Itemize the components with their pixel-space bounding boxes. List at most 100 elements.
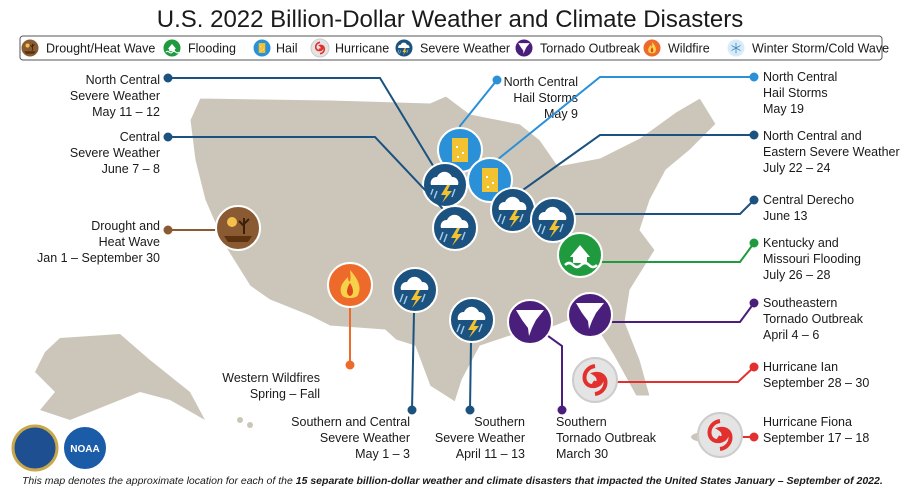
leader-dot	[345, 360, 355, 370]
swirl	[582, 364, 608, 396]
hail	[452, 138, 468, 162]
legend-label: Severe Weather	[420, 42, 510, 56]
callout-text: North Central	[763, 70, 837, 84]
house	[167, 43, 177, 52]
bolt	[509, 210, 520, 228]
callout-text: May 9	[544, 107, 578, 121]
bolt	[451, 228, 462, 246]
callout-text: Southern and Central	[291, 415, 410, 429]
callout-text: Western Wildfires	[222, 371, 320, 385]
callout-text: March 30	[556, 447, 608, 461]
ground	[224, 236, 252, 242]
callout-text: April 4 – 6	[763, 328, 819, 342]
cloud	[538, 206, 567, 220]
hawaii	[247, 422, 253, 428]
leader-dot	[163, 73, 173, 83]
callout-text: North Central	[86, 73, 160, 87]
rain	[397, 49, 409, 54]
callout-text: Severe Weather	[435, 431, 525, 445]
sun	[25, 43, 30, 48]
legend-label: Winter Storm/Cold Wave	[752, 42, 889, 56]
callout: Central Severe Weather June 7 – 8	[70, 130, 478, 251]
swirl	[314, 41, 326, 55]
callout-text: Eastern Severe Weather	[763, 145, 900, 159]
logos: NOAA	[11, 424, 108, 472]
callout: Kentucky and Missouri Flooding July 26 – 2…	[557, 232, 861, 282]
callout-text: Severe Weather	[70, 89, 160, 103]
callout-text: June 7 – 8	[102, 162, 160, 176]
bolt	[402, 48, 407, 56]
callout-text: Kentucky and	[763, 236, 839, 250]
callout-text: Southern	[556, 415, 607, 429]
tree	[238, 218, 250, 234]
hail-dots	[456, 146, 464, 158]
icon-circle	[310, 38, 330, 58]
leader-dot	[749, 432, 759, 442]
icon-circle	[572, 357, 618, 403]
legend-item: Flooding	[162, 38, 236, 58]
callout-text: Southern	[474, 415, 525, 429]
icon-circle	[697, 412, 743, 458]
callout-text: Spring – Fall	[250, 387, 320, 401]
callout-text: May 11 – 12	[92, 105, 160, 119]
callout: Central Derecho June 13	[530, 193, 854, 243]
callout: Southern Tornado Outbreak March 30	[507, 299, 657, 461]
funnel	[518, 43, 530, 54]
callout-text: Hail Storms	[763, 86, 828, 100]
house	[570, 245, 590, 263]
cloud	[440, 214, 469, 228]
noaa-logo	[62, 425, 108, 471]
callout-text: April 11 – 13	[456, 447, 525, 461]
icon-circle	[215, 205, 261, 251]
footer-highlight: 15 separate billion-dollar weather and c…	[296, 475, 883, 487]
bolt	[468, 320, 479, 338]
callout: North Central and Eastern Severe Weather J…	[490, 129, 900, 233]
legend-label: Wildfire	[668, 42, 710, 56]
rain	[456, 323, 483, 335]
legend-item: Winter Storm/Cold Wave	[726, 38, 889, 58]
callout-text: Severe Weather	[320, 431, 410, 445]
callout-text: Heat Wave	[99, 235, 160, 249]
callout-text: May 1 – 3	[355, 447, 410, 461]
callout-text: Central Derecho	[763, 193, 854, 207]
rain	[537, 223, 564, 235]
legend-item: Hail	[252, 38, 298, 58]
rain	[439, 231, 466, 243]
rain	[497, 213, 524, 225]
callout-text: North Central	[504, 75, 578, 89]
icon-circle	[20, 38, 40, 58]
cloud	[498, 196, 527, 210]
legend-item: Tornado Outbreak	[514, 38, 641, 58]
footer-intro: This map denotes the approximate locatio…	[22, 475, 296, 487]
flame-core	[347, 283, 353, 296]
callout-text: May 19	[763, 102, 804, 116]
hail-dots	[260, 46, 264, 52]
leader-dot	[749, 195, 759, 205]
doc-logo	[11, 424, 59, 472]
callout: Hurricane Ian September 28 – 30	[572, 357, 869, 403]
legend-label: Drought/Heat Wave	[46, 42, 155, 56]
flame-core	[650, 47, 654, 53]
funnel	[576, 303, 604, 329]
callout-text: Severe Weather	[70, 146, 160, 160]
leader-dot	[749, 362, 759, 372]
bolt	[441, 185, 452, 203]
cloud	[400, 276, 429, 290]
callout-text: North Central and	[763, 129, 862, 143]
noaa-logo-text: NOAA	[70, 444, 99, 455]
callout: Southern Severe Weather April 11 – 13	[435, 297, 525, 461]
callout-text: Tornado Outbreak	[556, 431, 657, 445]
bolt	[549, 220, 560, 238]
leader-dot	[557, 405, 567, 415]
leader-dot	[749, 130, 759, 140]
leader-dot	[163, 225, 173, 235]
icon-circle	[394, 38, 414, 58]
callout-text: Jan 1 – September 30	[37, 251, 160, 265]
cloud	[430, 171, 459, 185]
tree	[30, 43, 35, 51]
leader-dot	[407, 405, 417, 415]
hail-dots	[486, 176, 494, 188]
callout-text: Hurricane Fiona	[763, 415, 852, 429]
hail	[482, 168, 498, 192]
legend-item: Wildfire	[642, 38, 710, 58]
